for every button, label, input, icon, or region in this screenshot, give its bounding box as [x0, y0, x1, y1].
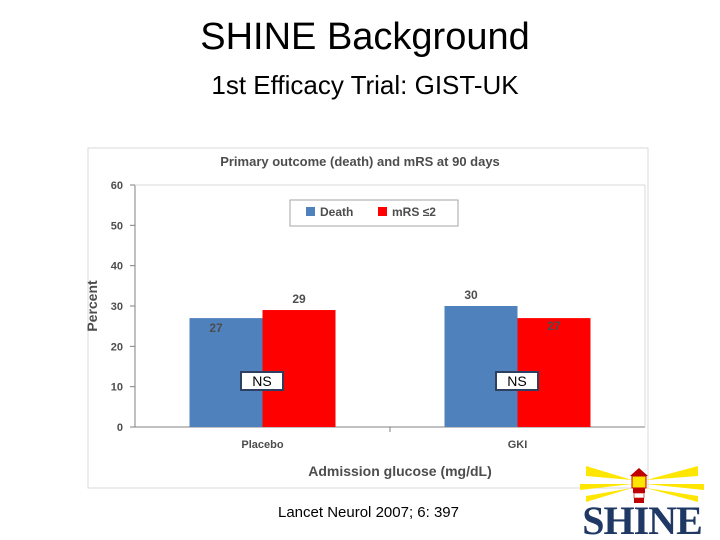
ns-annotation: NS	[507, 373, 526, 389]
legend-box	[289, 199, 459, 227]
bar	[262, 310, 336, 427]
data-label: 30	[464, 288, 478, 302]
y-tick-label: 60	[111, 180, 123, 192]
slide-title: SHINE Background	[200, 16, 530, 58]
ns-annotation-box	[495, 371, 539, 391]
y-tick-label: 30	[111, 301, 123, 313]
y-tick-label: 20	[111, 341, 123, 353]
bar	[444, 306, 518, 427]
ns-annotation-box	[240, 371, 284, 391]
data-label: 27	[209, 321, 223, 335]
shine-logo: SHINE	[580, 466, 704, 540]
legend-label: mRS ≤2	[392, 205, 436, 219]
svg-text:SHINE: SHINE	[582, 498, 702, 540]
data-label: 27	[547, 319, 561, 333]
chart-title: Primary outcome (death) and mRS at 90 da…	[220, 154, 500, 169]
citation-journal: Lancet Neurol	[278, 504, 372, 521]
legend-swatch	[306, 207, 315, 216]
y-tick-label: 10	[111, 382, 123, 394]
y-axis-title: Percent	[84, 280, 100, 332]
citation-details: 2007; 6: 397	[371, 504, 459, 521]
slide-subtitle: 1st Efficacy Trial: GIST-UK	[211, 70, 519, 100]
legend-swatch	[378, 207, 387, 216]
y-tick-label: 50	[111, 220, 123, 232]
data-label: 29	[292, 292, 306, 306]
y-tick-label: 40	[111, 261, 123, 273]
citation: Lancet Neurol 2007; 6: 397	[278, 504, 459, 521]
chart-frame	[87, 147, 649, 489]
chart-legend: Death mRS ≤2	[289, 199, 459, 227]
ns-annotation: NS	[252, 373, 271, 389]
y-tick-label: 0	[117, 422, 123, 434]
x-tick-label: GKI	[508, 439, 528, 451]
lighthouse-icon	[580, 466, 704, 503]
x-axis-title: Admission glucose (mg/dL)	[308, 463, 492, 479]
x-tick-label: Placebo	[241, 439, 283, 451]
legend-label: Death	[320, 205, 353, 219]
